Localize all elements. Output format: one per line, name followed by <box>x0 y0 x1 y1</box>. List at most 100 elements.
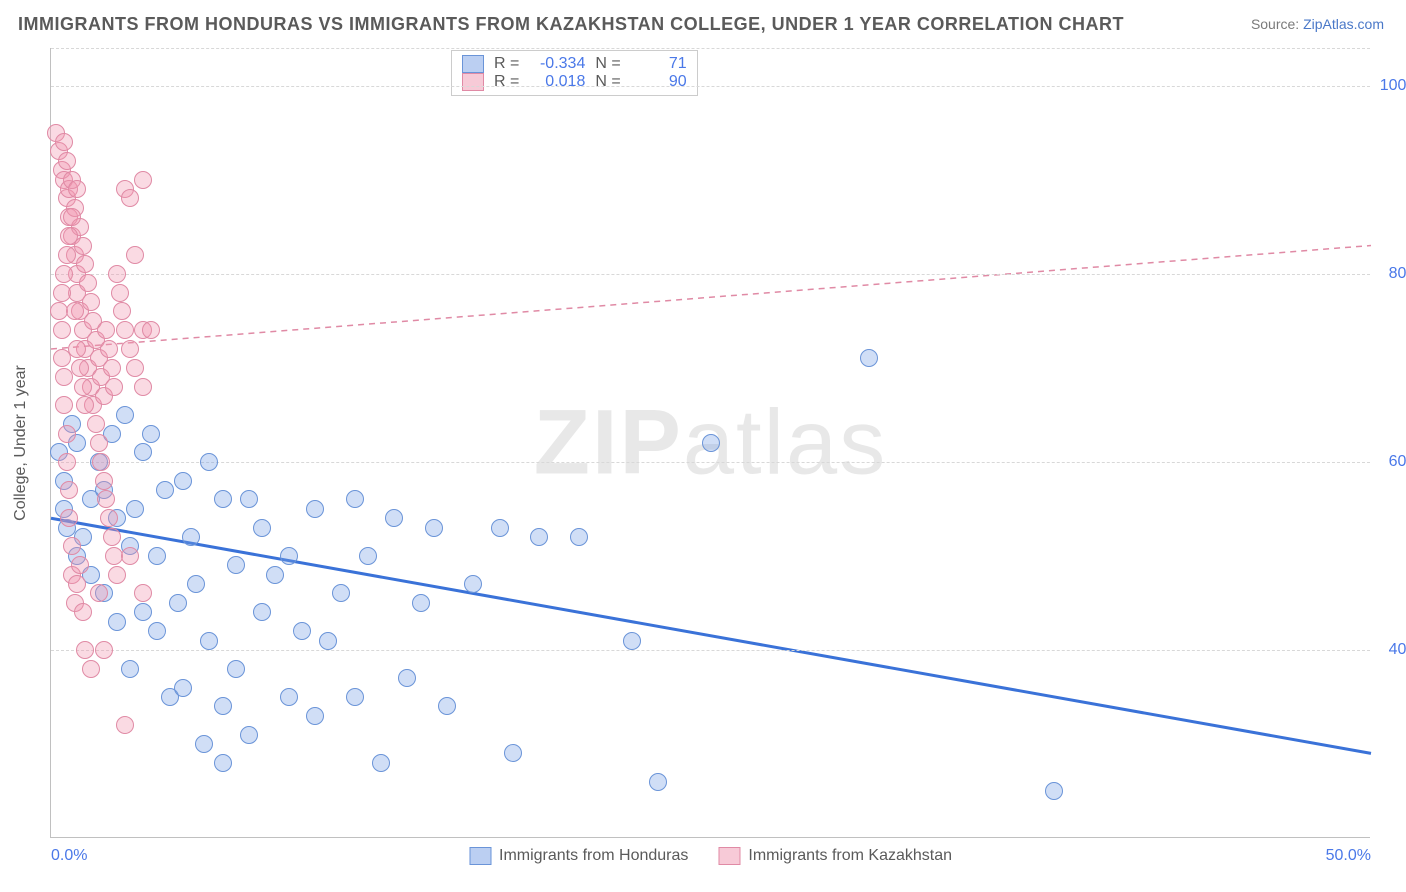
data-point <box>280 547 298 565</box>
data-point <box>55 265 73 283</box>
data-point <box>280 688 298 706</box>
data-point <box>126 246 144 264</box>
data-point <box>134 603 152 621</box>
data-point <box>464 575 482 593</box>
data-point <box>116 406 134 424</box>
data-point <box>60 481 78 499</box>
data-point <box>359 547 377 565</box>
data-point <box>134 443 152 461</box>
data-point <box>116 321 134 339</box>
data-point <box>97 321 115 339</box>
data-point <box>58 152 76 170</box>
source-prefix: Source: <box>1251 16 1303 32</box>
data-point <box>55 368 73 386</box>
data-point <box>71 359 89 377</box>
legend-item-kazakhstan: Immigrants from Kazakhstan <box>718 847 952 865</box>
trend-line <box>51 246 1371 349</box>
data-point <box>306 500 324 518</box>
data-point <box>76 396 94 414</box>
legend-label-honduras: Immigrants from Honduras <box>499 847 688 865</box>
y-axis-label: College, Under 1 year <box>12 365 30 521</box>
data-point <box>113 302 131 320</box>
data-point <box>200 632 218 650</box>
data-point <box>63 537 81 555</box>
data-point <box>649 773 667 791</box>
data-point <box>134 171 152 189</box>
data-point <box>332 584 350 602</box>
data-point <box>148 547 166 565</box>
data-point <box>126 359 144 377</box>
data-point <box>108 613 126 631</box>
data-point <box>105 378 123 396</box>
data-point <box>227 556 245 574</box>
data-point <box>200 453 218 471</box>
source-link[interactable]: ZipAtlas.com <box>1303 16 1384 32</box>
stats-legend: R = -0.334 N = 71 R = 0.018 N = 90 <box>451 50 698 96</box>
data-point <box>92 453 110 471</box>
data-point <box>87 415 105 433</box>
data-point <box>71 556 89 574</box>
swatch-blue-icon <box>469 847 491 865</box>
data-point <box>82 293 100 311</box>
r-value-kazakhstan: 0.018 <box>529 73 585 91</box>
data-point <box>53 321 71 339</box>
data-point <box>116 716 134 734</box>
n-label: N = <box>595 73 620 91</box>
data-point <box>174 679 192 697</box>
data-point <box>240 490 258 508</box>
data-point <box>148 622 166 640</box>
data-point <box>68 340 86 358</box>
scatter-plot-area: College, Under 1 year ZIPatlas R = -0.33… <box>50 48 1370 838</box>
legend-label-kazakhstan: Immigrants from Kazakhstan <box>748 847 952 865</box>
n-value-honduras: 71 <box>631 55 687 73</box>
data-point <box>82 660 100 678</box>
data-point <box>438 697 456 715</box>
data-point <box>95 472 113 490</box>
data-point <box>58 246 76 264</box>
data-point <box>97 490 115 508</box>
trend-line <box>51 518 1371 753</box>
data-point <box>214 697 232 715</box>
data-point <box>55 133 73 151</box>
data-point <box>253 603 271 621</box>
data-point <box>214 754 232 772</box>
data-point <box>74 603 92 621</box>
data-point <box>504 744 522 762</box>
data-point <box>195 735 213 753</box>
data-point <box>68 180 86 198</box>
data-point <box>121 189 139 207</box>
gridline <box>51 462 1370 463</box>
legend-item-honduras: Immigrants from Honduras <box>469 847 688 865</box>
data-point <box>142 425 160 443</box>
stats-row-honduras: R = -0.334 N = 71 <box>462 55 687 73</box>
data-point <box>702 434 720 452</box>
y-tick-label: 100.0% <box>1376 77 1406 95</box>
data-point <box>126 500 144 518</box>
data-point <box>156 481 174 499</box>
data-point <box>425 519 443 537</box>
data-point <box>398 669 416 687</box>
data-point <box>346 688 364 706</box>
data-point <box>100 340 118 358</box>
data-point <box>346 490 364 508</box>
n-label: N = <box>595 55 620 73</box>
data-point <box>530 528 548 546</box>
data-point <box>53 349 71 367</box>
data-point <box>108 265 126 283</box>
r-label: R = <box>494 55 519 73</box>
data-point <box>491 519 509 537</box>
data-point <box>100 509 118 527</box>
data-point <box>103 359 121 377</box>
stats-row-kazakhstan: R = 0.018 N = 90 <box>462 73 687 91</box>
data-point <box>74 378 92 396</box>
data-point <box>121 340 139 358</box>
data-point <box>79 274 97 292</box>
data-point <box>103 528 121 546</box>
swatch-pink-icon <box>462 73 484 91</box>
n-value-kazakhstan: 90 <box>631 73 687 91</box>
data-point <box>142 321 160 339</box>
data-point <box>412 594 430 612</box>
data-point <box>95 641 113 659</box>
data-point <box>60 227 78 245</box>
data-point <box>108 566 126 584</box>
